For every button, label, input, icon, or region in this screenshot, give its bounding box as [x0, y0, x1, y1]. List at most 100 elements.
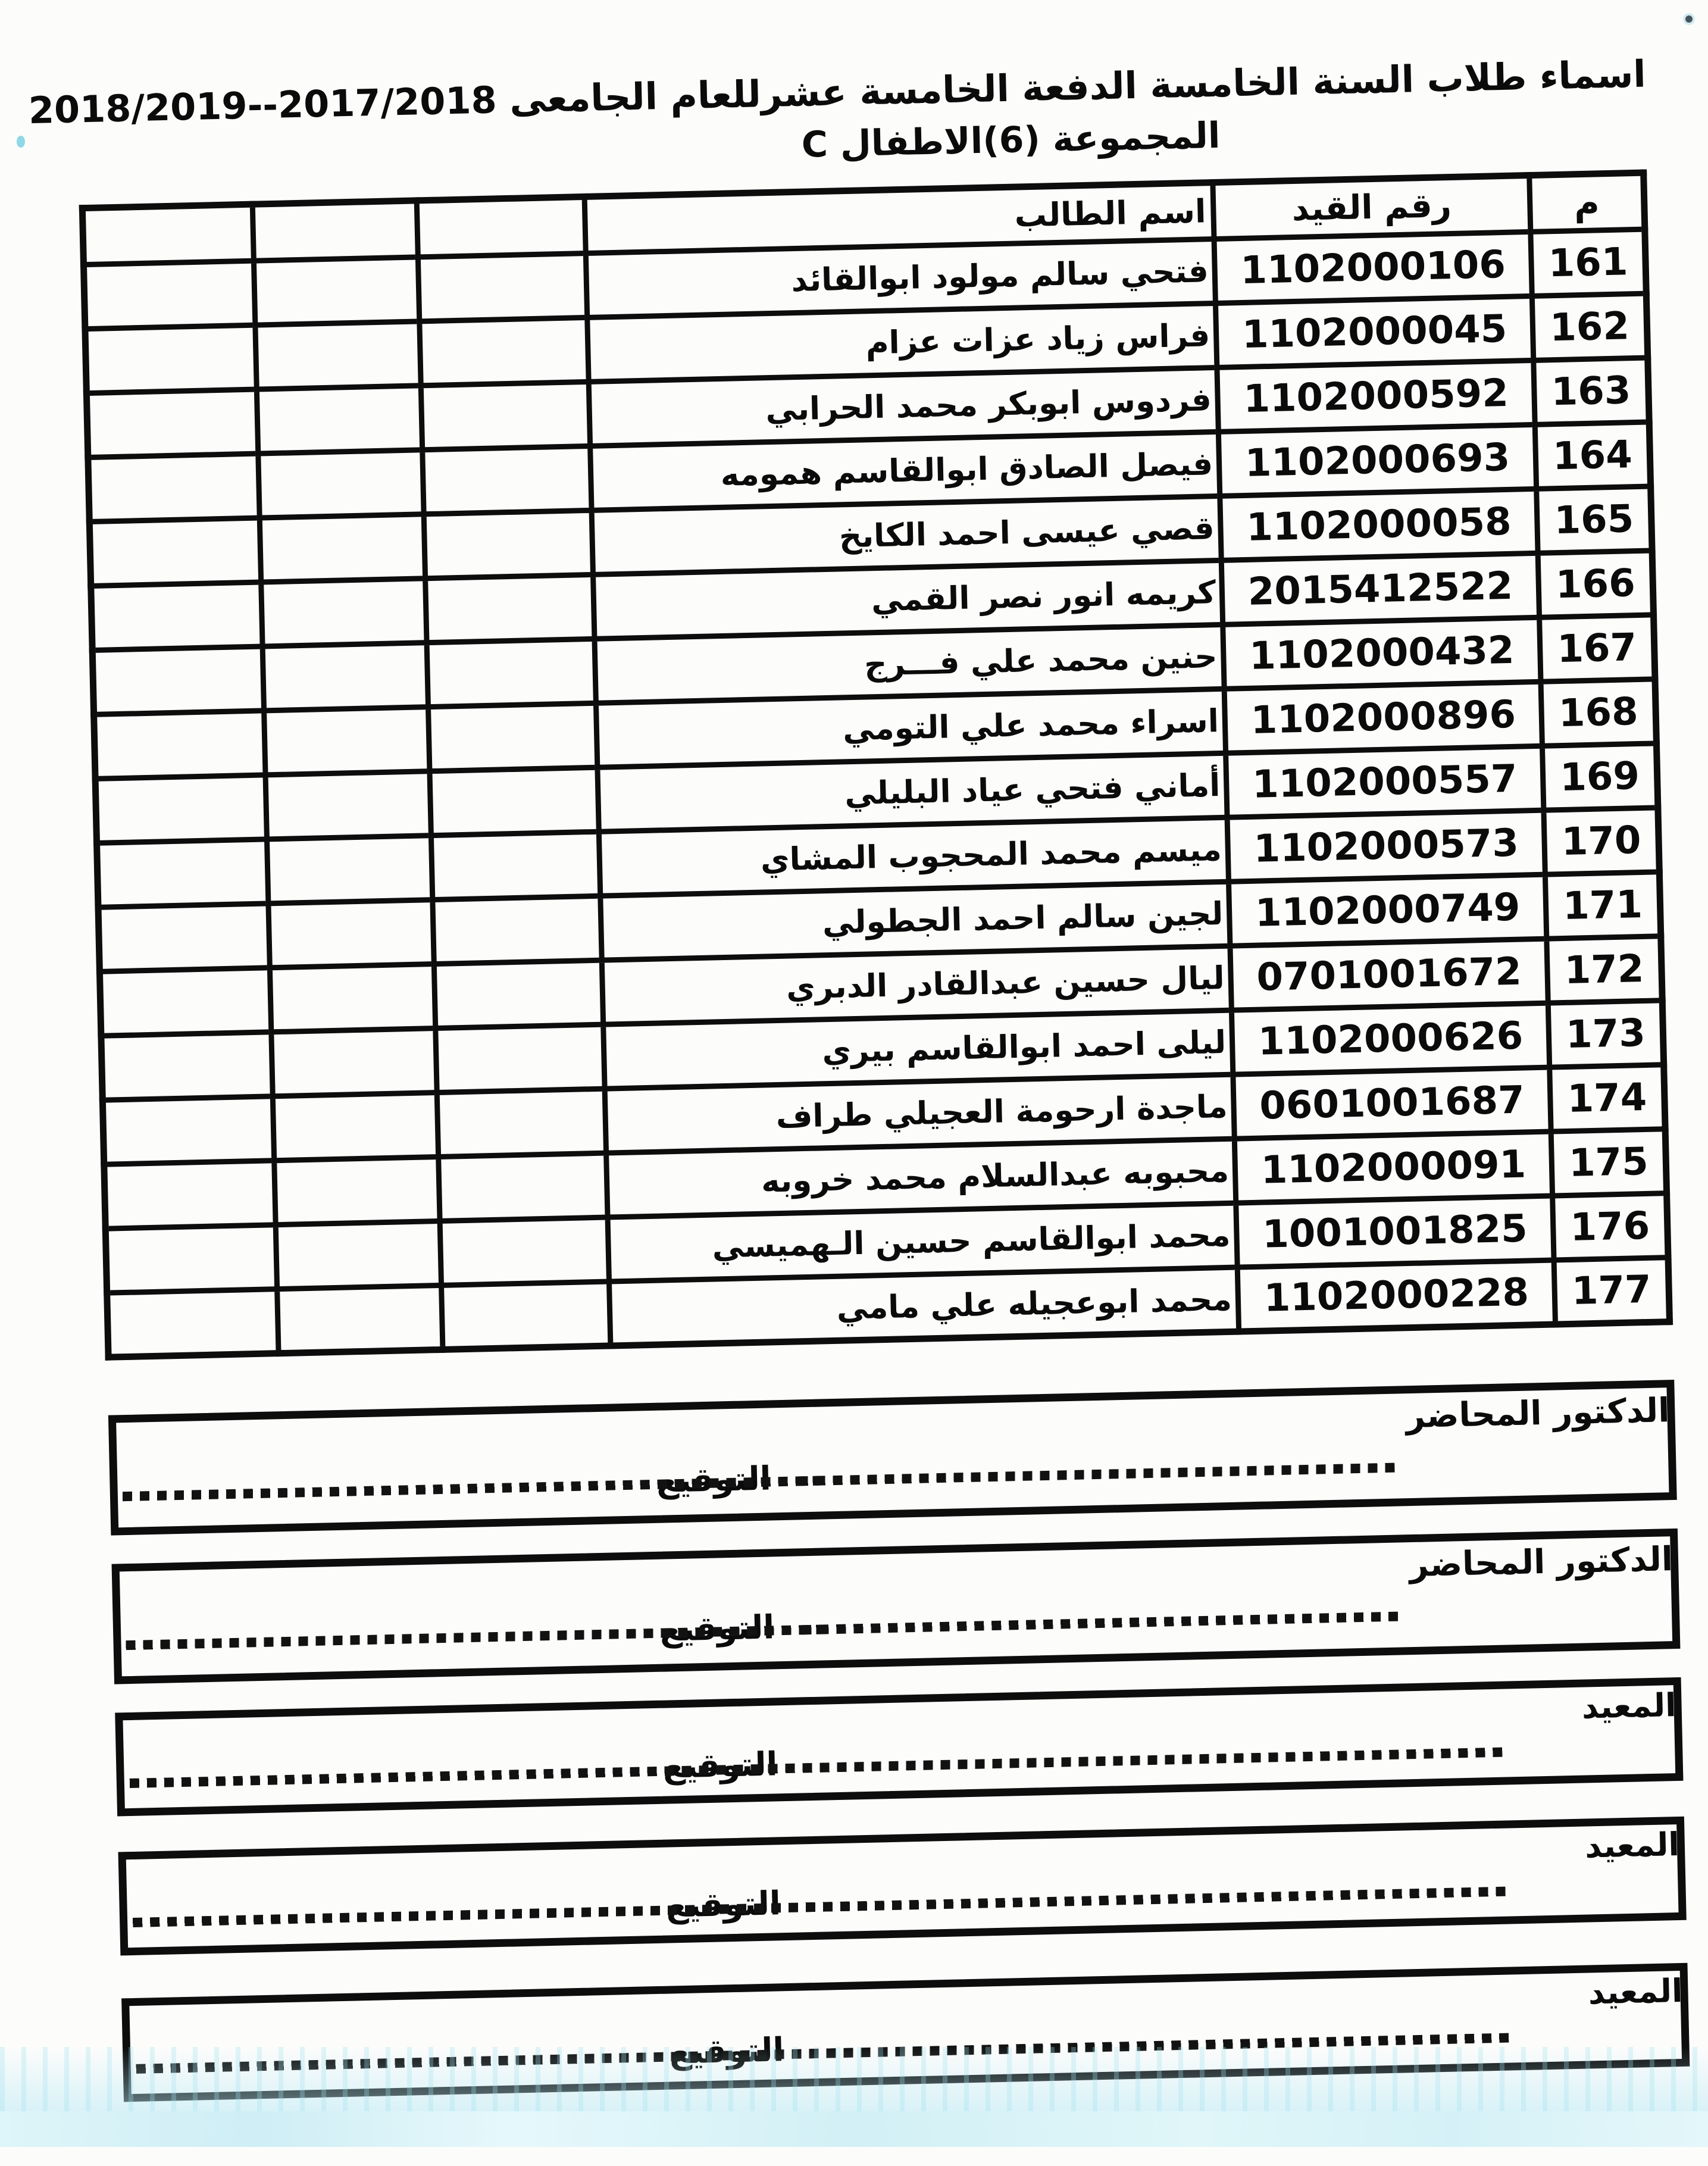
- serial-cell: 177: [1554, 1257, 1670, 1324]
- empty-cell: [96, 839, 268, 908]
- scanner-edge-artifact: [0, 2111, 1708, 2147]
- reg-no-cell: 1102000228: [1237, 1260, 1556, 1332]
- signature-box-assistant: المعيد التوقيع: [115, 1677, 1684, 1817]
- empty-cell: [83, 261, 255, 329]
- reg-no-cell: 1102000573: [1227, 810, 1546, 882]
- empty-cell: [441, 1282, 611, 1350]
- empty-cell: [438, 1153, 608, 1221]
- serial-cell: 174: [1549, 1064, 1666, 1132]
- header-reg-no: رقم القيد: [1212, 175, 1531, 239]
- empty-cell: [93, 710, 266, 779]
- empty-cell: [101, 1032, 273, 1101]
- empty-cell: [98, 903, 270, 972]
- role-label: الدكتور المحاضر: [1405, 1391, 1671, 1436]
- empty-cell: [102, 1096, 274, 1165]
- ink-dot-artifact: [17, 136, 25, 148]
- serial-cell: 172: [1546, 936, 1663, 1004]
- empty-cell: [254, 257, 420, 326]
- empty-cell: [277, 1285, 443, 1354]
- empty-cell: [85, 325, 257, 393]
- empty-cell: [432, 896, 602, 964]
- empty-cell: [89, 518, 261, 586]
- empty-cell: [431, 832, 600, 900]
- role-label: الدكتور المحاضر: [1409, 1540, 1673, 1585]
- serial-cell: 175: [1551, 1129, 1667, 1196]
- students-table-body: 161 1102000106 فتحي سالم مولود ابوالقائد…: [83, 229, 1670, 1358]
- empty-cell: [422, 446, 592, 514]
- header-empty: [82, 204, 254, 265]
- serial-cell: 171: [1545, 871, 1661, 939]
- reg-no-cell: 1102000896: [1224, 682, 1543, 754]
- role-label: المعيد: [1584, 1825, 1680, 1865]
- serial-cell: 164: [1535, 422, 1651, 489]
- reg-no-cell: 1102000749: [1228, 874, 1547, 946]
- empty-cell: [434, 960, 603, 1029]
- empty-cell: [258, 449, 424, 518]
- ink-dot-artifact: [1685, 15, 1693, 23]
- empty-cell: [276, 1221, 442, 1289]
- empty-cell: [429, 767, 599, 836]
- reg-no-cell: 1102000557: [1225, 746, 1544, 818]
- header-empty: [252, 200, 418, 261]
- empty-cell: [270, 964, 436, 1032]
- reg-no-cell: 1102000058: [1219, 489, 1538, 561]
- signature-box-lecturer: الدكتور المحاضر التوقيع: [111, 1528, 1681, 1684]
- empty-cell: [105, 1224, 277, 1293]
- empty-cell: [428, 703, 598, 771]
- empty-cell: [437, 1089, 606, 1157]
- empty-cell: [259, 514, 426, 582]
- empty-cell: [267, 835, 433, 904]
- reg-no-cell: 2015412522: [1221, 553, 1540, 625]
- role-label: المعيد: [1581, 1686, 1677, 1726]
- serial-cell: 173: [1548, 1000, 1664, 1068]
- empty-cell: [95, 774, 267, 843]
- header-empty: [417, 196, 586, 257]
- students-table: م رقم القيد اسم الطالب 161 1102000106 فت…: [79, 169, 1673, 1361]
- empty-cell: [424, 510, 593, 579]
- empty-cell: [271, 1028, 437, 1096]
- empty-cell: [255, 321, 421, 390]
- reg-no-cell: 1102000626: [1231, 1003, 1550, 1075]
- student-name-cell: محمد ابوعجيله علي مامي: [609, 1267, 1239, 1346]
- dotted-line: [793, 1462, 1395, 1486]
- empty-cell: [425, 574, 595, 643]
- empty-cell: [273, 1092, 439, 1161]
- empty-cell: [104, 1160, 276, 1229]
- reg-no-cell: 1102000091: [1234, 1132, 1553, 1204]
- empty-cell: [274, 1157, 440, 1225]
- empty-cell: [86, 389, 258, 458]
- signature-section: الدكتور المحاضر التوقيع الدكتور المحاضر …: [108, 1379, 1690, 2102]
- dotted-line: [800, 1747, 1503, 1773]
- signature-box-lecturer: الدكتور المحاضر التوقيع: [108, 1379, 1677, 1536]
- empty-cell: [440, 1217, 609, 1286]
- reg-no-cell: 1102000592: [1216, 360, 1535, 432]
- empty-cell: [427, 639, 596, 707]
- signature-box-assistant: المعيد التوقيع: [121, 1962, 1690, 2102]
- empty-cell: [99, 967, 271, 1036]
- empty-cell: [90, 582, 263, 651]
- signature-box-assistant: المعيد التوقيع: [118, 1816, 1687, 1956]
- empty-cell: [418, 253, 587, 321]
- empty-cell: [419, 317, 589, 386]
- empty-cell: [262, 642, 428, 711]
- serial-cell: 167: [1539, 614, 1655, 682]
- serial-cell: 163: [1533, 358, 1650, 425]
- reg-no-cell: 0701001672: [1230, 939, 1549, 1011]
- serial-cell: 176: [1552, 1193, 1669, 1261]
- serial-cell: 165: [1536, 486, 1653, 554]
- reg-no-cell: 1102000045: [1215, 296, 1534, 368]
- reg-no-cell: 0601001687: [1232, 1067, 1551, 1139]
- empty-cell: [87, 454, 260, 522]
- serial-cell: 168: [1541, 679, 1657, 746]
- empty-cell: [268, 899, 434, 968]
- dotted-line: [806, 2033, 1509, 2059]
- empty-cell: [421, 382, 590, 450]
- dotted-line: [797, 1611, 1399, 1635]
- reg-no-cell: 1102000106: [1214, 232, 1532, 304]
- empty-cell: [256, 385, 423, 454]
- empty-cell: [261, 578, 427, 646]
- serial-cell: 162: [1532, 293, 1648, 361]
- empty-cell: [265, 771, 431, 839]
